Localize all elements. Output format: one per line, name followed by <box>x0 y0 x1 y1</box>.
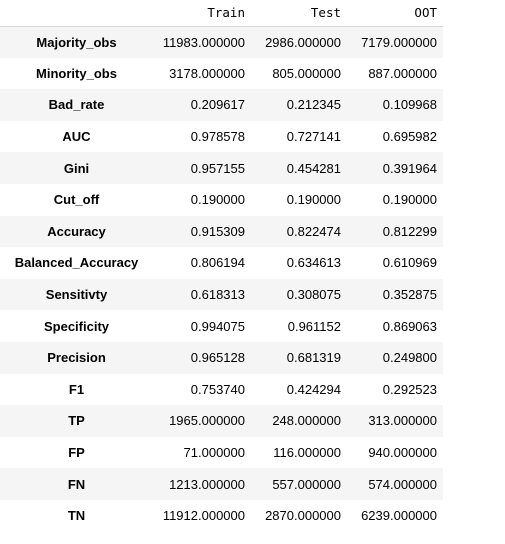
column-header-train: Train <box>153 0 251 27</box>
table-row: Specificity 0.994075 0.961152 0.869063 <box>0 310 443 342</box>
table-row: AUC 0.978578 0.727141 0.695982 <box>0 120 443 153</box>
cell-test: 0.681319 <box>286 350 341 366</box>
row-label: AUC <box>62 129 91 145</box>
cell-oot: 0.869063 <box>382 318 437 334</box>
table-row: Precision 0.965128 0.681319 0.249800 <box>0 341 443 374</box>
cell-train: 1965.000000 <box>169 413 245 429</box>
cell-train: 3178.000000 <box>169 65 245 81</box>
cell-test: 0.961152 <box>287 318 341 334</box>
row-label: Precision <box>47 350 106 366</box>
cell-test: 0.822474 <box>286 223 341 239</box>
table-row: Majority_obs 11983.000000 2986.000000 7179.… <box>0 26 443 58</box>
cell-test: 0.308075 <box>286 287 341 303</box>
row-label: TP <box>68 413 85 429</box>
table-row: Gini 0.957155 0.454281 0.391964 <box>0 152 443 184</box>
table-row: Minority_obs 3178.000000 805.000000 887.000… <box>0 57 443 90</box>
cell-test: 248.000000 <box>272 413 341 429</box>
cell-train: 11912.000000 <box>162 508 245 524</box>
cell-train: 0.957155 <box>190 160 245 176</box>
cell-oot: 313.000000 <box>368 413 437 429</box>
cell-train: 0.190000 <box>190 192 245 208</box>
cell-oot: 0.190000 <box>382 192 437 208</box>
cell-train: 0.915309 <box>190 223 245 239</box>
row-label: Cut_off <box>53 192 100 208</box>
table-row: Cut_off 0.190000 0.190000 0.190000 <box>0 183 443 216</box>
row-label: Bad_rate <box>48 97 105 113</box>
cell-test: 2870.000000 <box>265 508 341 524</box>
cell-test: 0.454281 <box>286 160 341 176</box>
cell-train: 1213.000000 <box>169 476 245 492</box>
row-label: Balanced_Accuracy <box>14 255 139 271</box>
cell-test: 2986.000000 <box>265 34 341 50</box>
table-header: Train Test OOT <box>0 0 443 27</box>
cell-test: 557.000000 <box>272 476 341 492</box>
cell-test: 0.634613 <box>286 255 341 271</box>
row-label: FP <box>68 445 85 461</box>
row-label: Specificity <box>43 318 110 334</box>
cell-train: 0.994075 <box>190 318 245 334</box>
row-label: TN <box>67 508 86 524</box>
cell-test: 0.424294 <box>286 381 341 397</box>
cell-test: 116.000000 <box>273 445 341 461</box>
table-row: Balanced_Accuracy 0.806194 0.634613 0.61096… <box>0 247 443 279</box>
row-label: Majority_obs <box>36 34 117 50</box>
cell-oot: 0.109968 <box>382 97 437 113</box>
cell-test: 0.727141 <box>286 129 341 145</box>
cell-train: 0.806194 <box>190 255 245 271</box>
cell-oot: 0.249800 <box>382 350 437 366</box>
cell-oot: 0.352875 <box>382 287 437 303</box>
table-body: Majority_obs 11983.000000 2986.000000 7179.… <box>0 26 443 532</box>
cell-oot: 0.812299 <box>382 223 437 239</box>
cell-train: 0.618313 <box>190 287 245 303</box>
cell-oot: 6239.000000 <box>361 508 437 524</box>
cell-oot: 7179.000000 <box>361 34 437 50</box>
cell-oot: 0.610969 <box>382 255 437 271</box>
table-row: Bad_rate 0.209617 0.212345 0.109968 <box>0 89 443 121</box>
cell-train: 0.978578 <box>190 129 245 145</box>
cell-oot: 0.391964 <box>382 160 437 176</box>
row-label: FN <box>67 476 86 492</box>
row-label: Accuracy <box>47 223 106 239</box>
cell-oot: 887.000000 <box>368 65 437 81</box>
column-header-oot: OOT <box>347 0 443 27</box>
cell-train: 0.965128 <box>190 350 245 366</box>
cell-oot: 940.000000 <box>368 445 437 461</box>
cell-test: 0.190000 <box>286 192 341 208</box>
cell-oot: 0.292523 <box>382 381 437 397</box>
cell-test: 0.212345 <box>286 97 341 113</box>
cell-train: 0.753740 <box>190 381 245 397</box>
table-row: TP 1965.000000 248.000000 313.000000 <box>0 405 443 437</box>
cell-test: 805.000000 <box>272 65 341 81</box>
header-row: Train Test OOT <box>0 0 443 27</box>
cell-train: 71.000000 <box>183 445 245 461</box>
row-label: Minority_obs <box>36 65 117 81</box>
table-row: Sensitivty 0.618313 0.308075 0.352875 <box>0 278 443 311</box>
table-row: F1 0.753740 0.424294 0.292523 <box>0 373 443 406</box>
metrics-dataframe: Train Test OOT Majority_obs 11983.000000 2… <box>0 0 443 532</box>
index-header-cell <box>0 0 153 27</box>
table-row: Accuracy 0.915309 0.822474 0.812299 <box>0 215 443 248</box>
cell-train: 0.209617 <box>190 97 245 113</box>
table-row: FP 71.000000 116.000000 940.000000 <box>0 436 443 469</box>
cell-oot: 574.000000 <box>368 476 437 492</box>
cell-train: 11983.000000 <box>162 34 245 50</box>
column-header-test: Test <box>251 0 347 27</box>
table-row: TN 11912.000000 2870.000000 6239.000000 <box>0 499 443 532</box>
row-label: Sensitivty <box>45 287 108 303</box>
row-label: F1 <box>68 381 85 397</box>
cell-oot: 0.695982 <box>382 129 437 145</box>
row-label: Gini <box>63 160 90 176</box>
table-row: FN 1213.000000 557.000000 574.000000 <box>0 468 443 500</box>
